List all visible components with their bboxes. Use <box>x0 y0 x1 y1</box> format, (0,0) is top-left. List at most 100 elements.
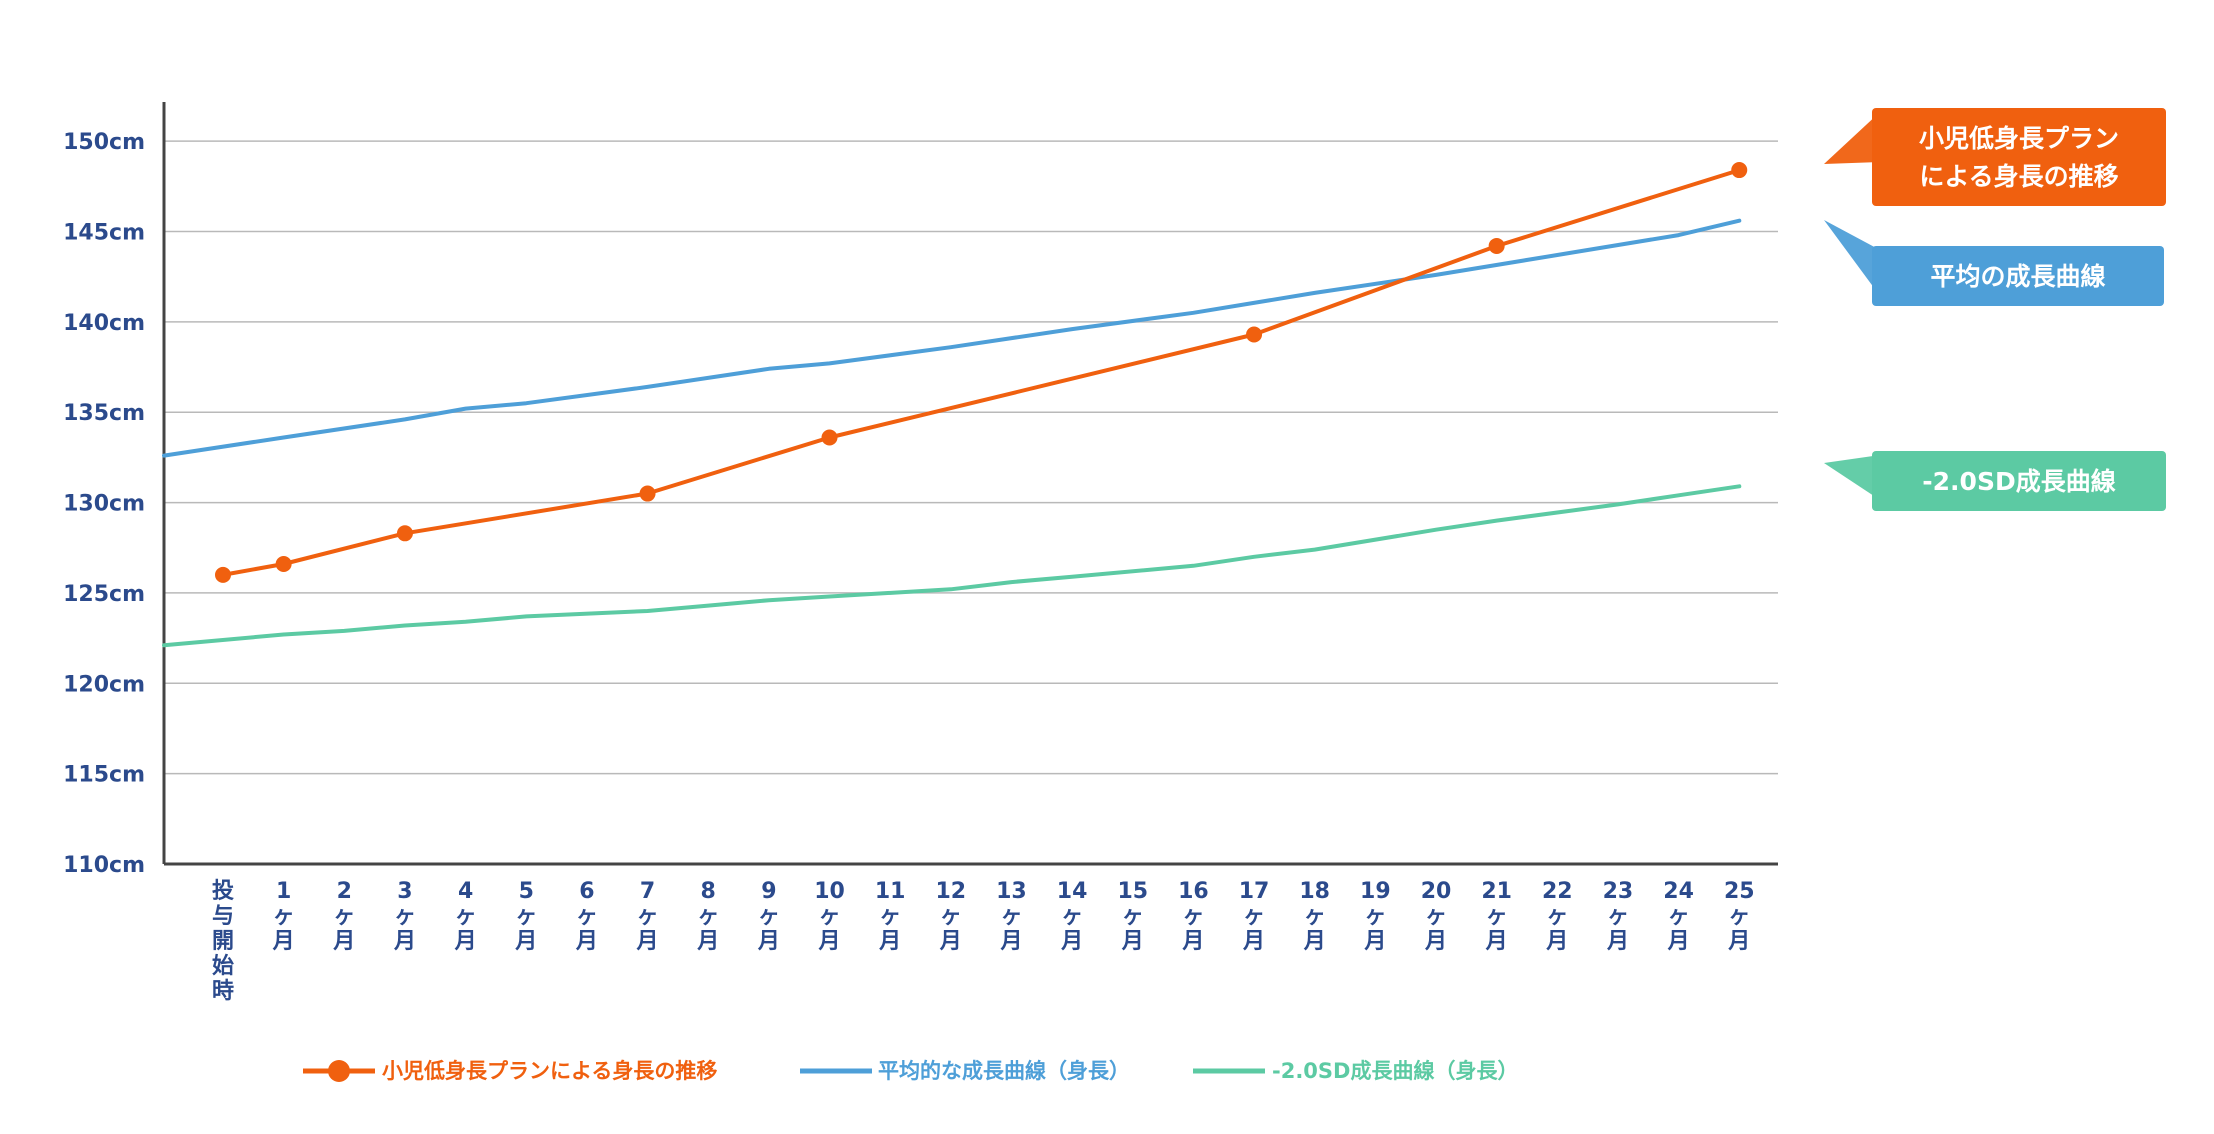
x-tick-char: ヶ <box>879 904 901 929</box>
y-tick-label: 145cm <box>63 221 145 246</box>
x-tick-label: 20 ヶ月 <box>1421 879 1452 954</box>
x-tick-label: 12 ヶ月 <box>935 879 966 954</box>
x-tick-char: 月 <box>1242 929 1265 954</box>
x-tick-char: ヶ <box>637 904 659 929</box>
callout-label: -2.0SD成長曲線 <box>1922 467 2115 496</box>
callout: 平均の成長曲線 <box>1824 220 2164 306</box>
x-tick-char: 9 <box>761 879 776 904</box>
x-tick-char: 月 <box>1485 929 1508 954</box>
x-tick-char: 月 <box>1424 929 1447 954</box>
x-tick-char: ヶ <box>333 904 355 929</box>
x-tick-label: 10 ヶ月 <box>814 879 845 954</box>
x-tick-char: 月 <box>332 929 355 954</box>
y-tick-label: 120cm <box>63 672 145 697</box>
x-tick-char: 月 <box>636 929 659 954</box>
data-point <box>1731 162 1748 179</box>
x-tick-char: 3 <box>397 879 412 904</box>
x-tick-char: 21 <box>1481 879 1512 904</box>
x-tick-char: ヶ <box>515 904 537 929</box>
y-tick-label: 130cm <box>63 492 145 517</box>
series-line <box>162 218 1742 458</box>
x-tick-char: 開 <box>212 929 234 954</box>
x-tick-label: 6 ヶ月 <box>575 879 598 954</box>
x-tick-label: 14 ヶ月 <box>1057 879 1088 954</box>
data-point <box>1488 237 1505 254</box>
x-tick-char: 月 <box>575 929 598 954</box>
data-point <box>215 566 231 583</box>
y-tick-label: 150cm <box>63 130 145 155</box>
x-tick-char: 2 <box>337 879 352 904</box>
legend-item: -2.0SD成長曲線（身長） <box>1193 1059 1518 1083</box>
callout-tail <box>1824 220 1880 296</box>
legend: 小児低身長プランによる身長の推移 平均的な成長曲線（身長） -2.0SD成長曲線（身… <box>303 1059 1518 1083</box>
y-tick-label: 115cm <box>63 763 145 788</box>
x-tick-label: 24 ヶ月 <box>1663 879 1694 954</box>
x-tick-label: 16 ヶ月 <box>1178 879 1209 954</box>
x-tick-char: ヶ <box>1607 904 1629 929</box>
callout: 小児低身長プランによる身長の推移 <box>1824 108 2166 206</box>
x-tick-char: 月 <box>817 929 840 954</box>
x-tick-char: ヶ <box>1000 904 1022 929</box>
y-tick-labels: 110cm 115cm 120cm 125cm 130cm 135cm 140cm 145cm… <box>63 130 145 878</box>
callout-box <box>1872 246 2164 306</box>
x-tick-char: 月 <box>1363 929 1386 954</box>
callout-box <box>1872 108 2166 206</box>
x-tick-label: 3 ヶ月 <box>393 879 416 954</box>
x-tick-char: 投 <box>212 879 234 904</box>
y-tick-label: 125cm <box>63 582 145 607</box>
x-tick-char: 月 <box>514 929 537 954</box>
callout-label: による身長の推移 <box>1919 162 2118 191</box>
x-tick-char: 月 <box>757 929 780 954</box>
x-tick-char: 月 <box>1181 929 1204 954</box>
x-tick-label: 4 ヶ月 <box>454 879 477 954</box>
x-tick-char: 20 <box>1421 879 1452 904</box>
x-tick-label: 投与開始時 <box>212 879 234 1004</box>
x-tick-char: 7 <box>640 879 655 904</box>
callout-label: 平均の成長曲線 <box>1930 262 2105 291</box>
callout-label: 小児低身長プラン <box>1919 124 2119 153</box>
x-tick-char: 月 <box>393 929 416 954</box>
x-tick-char: 月 <box>878 929 901 954</box>
x-tick-char: 月 <box>1667 929 1690 954</box>
x-tick-label: 23 ヶ月 <box>1603 879 1634 954</box>
series-line <box>162 484 1742 648</box>
x-tick-label: 21 ヶ月 <box>1481 879 1512 954</box>
legend-item: 平均的な成長曲線（身長） <box>800 1059 1130 1083</box>
grid-lines <box>164 140 1778 775</box>
x-tick-label: 22 ヶ月 <box>1542 879 1573 954</box>
x-tick-char: 月 <box>1606 929 1629 954</box>
x-tick-char: ヶ <box>940 904 962 929</box>
x-tick-char: 月 <box>939 929 962 954</box>
x-tick-char: ヶ <box>1668 904 1690 929</box>
x-tick-char: ヶ <box>1122 904 1144 929</box>
x-tick-char: ヶ <box>455 904 477 929</box>
x-tick-label: 13 ヶ月 <box>996 879 1027 954</box>
x-tick-char: 月 <box>1121 929 1144 954</box>
x-tick-char: 11 <box>875 879 906 904</box>
x-tick-char: 1 <box>276 879 291 904</box>
x-tick-label: 18 ヶ月 <box>1299 879 1330 954</box>
x-tick-char: ヶ <box>1061 904 1083 929</box>
x-tick-char: ヶ <box>576 904 598 929</box>
x-tick-char: 12 <box>935 879 966 904</box>
legend-label: -2.0SD成長曲線（身長） <box>1272 1059 1518 1083</box>
x-tick-char: 月 <box>1727 929 1750 954</box>
data-point <box>639 485 656 502</box>
y-tick-label: 110cm <box>63 853 145 878</box>
x-tick-char: ヶ <box>697 904 719 929</box>
x-tick-char: 月 <box>454 929 477 954</box>
callout-box <box>1872 451 2166 511</box>
x-tick-char: 10 <box>814 879 845 904</box>
x-tick-char: 8 <box>701 879 716 904</box>
x-tick-char: 24 <box>1663 879 1694 904</box>
x-tick-char: 5 <box>519 879 534 904</box>
x-tick-char: 22 <box>1542 879 1573 904</box>
x-tick-label: 9 ヶ月 <box>757 879 780 954</box>
data-point <box>821 429 838 446</box>
x-tick-char: 16 <box>1178 879 1209 904</box>
x-tick-char: 月 <box>1303 929 1326 954</box>
data-point <box>275 556 292 573</box>
